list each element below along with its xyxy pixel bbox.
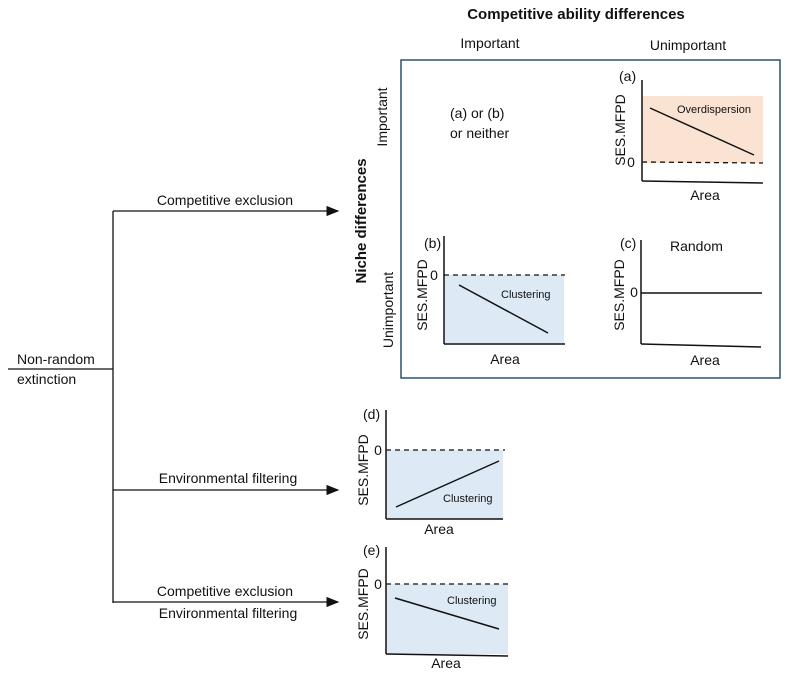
panel-letter: (a)	[619, 68, 636, 84]
zero-tick-label: 0	[374, 442, 382, 458]
y-axis-label: SES.MFPD	[612, 94, 628, 166]
panel-c: (c) SES.MFPD 0 Random Area	[611, 235, 762, 368]
decision-tree	[8, 205, 340, 608]
panel-letter: (b)	[424, 235, 441, 251]
clustering-region	[386, 450, 503, 519]
region-label: Clustering	[443, 493, 493, 505]
y-axis-label: SES.MFPD	[611, 259, 627, 331]
clustering-region	[386, 584, 508, 654]
root-label-line1: Non-random	[17, 351, 95, 367]
branch-label-both-line1: Competitive exclusion	[157, 583, 293, 599]
column-label-important: Important	[460, 35, 519, 51]
x-axis-label: Area	[690, 187, 720, 203]
x-axis-label: Area	[424, 521, 454, 537]
x-axis-label: Area	[690, 352, 720, 368]
y-axis-label: SES.MFPD	[414, 259, 430, 331]
column-label-unimportant: Unimportant	[650, 37, 726, 53]
root-label-line2: extinction	[17, 371, 76, 387]
panel-e: (e) SES.MFPD 0 Clustering Area	[355, 542, 509, 671]
x-axis-label: Area	[490, 351, 520, 367]
x-axis	[385, 653, 509, 657]
region-label: Clustering	[447, 595, 497, 607]
panel-letter: (e)	[363, 542, 380, 558]
branch-label-environmental: Environmental filtering	[159, 470, 298, 486]
panel-b: (b) SES.MFPD 0 Clustering Area	[414, 235, 565, 367]
overdispersion-region	[642, 96, 763, 163]
trend-line	[458, 284, 549, 334]
zero-tick-label: 0	[374, 576, 382, 592]
panel-letter: (d)	[363, 406, 380, 422]
trend-line	[649, 107, 755, 156]
trend-line	[395, 460, 500, 508]
x-axis-label: Area	[431, 655, 461, 671]
quadrant-frame	[400, 59, 781, 379]
zero-line	[641, 161, 764, 164]
branch-label-both-line2: Environmental filtering	[159, 605, 298, 621]
panel-d: (d) SES.MFPD 0 Clustering Area	[355, 406, 505, 537]
random-note: Random	[670, 238, 723, 254]
panel-a: (a) SES.MFPD 0 Overdispersion Area	[612, 68, 764, 203]
region-label: Clustering	[501, 289, 551, 301]
region-label: Overdispersion	[677, 104, 751, 116]
zero-tick-label: 0	[627, 154, 635, 170]
niche-differences-label: Niche differences	[353, 158, 370, 283]
panel-letter: (c)	[620, 235, 636, 251]
row-label-important: Important	[374, 87, 390, 146]
header-title: Competitive ability differences	[467, 6, 685, 23]
y-axis-label: SES.MFPD	[355, 568, 371, 640]
x-axis	[640, 343, 762, 348]
x-axis	[641, 180, 764, 184]
branch-label-competitive: Competitive exclusion	[157, 192, 293, 208]
cell-text-line1: (a) or (b)	[450, 105, 504, 121]
zero-tick-label: 0	[630, 284, 638, 300]
trend-line	[394, 597, 500, 630]
zero-tick-label: 0	[430, 267, 438, 283]
cell-text-line2: or neither	[450, 125, 509, 141]
y-axis-label: SES.MFPD	[355, 434, 371, 506]
row-label-unimportant: Unimportant	[380, 272, 396, 348]
